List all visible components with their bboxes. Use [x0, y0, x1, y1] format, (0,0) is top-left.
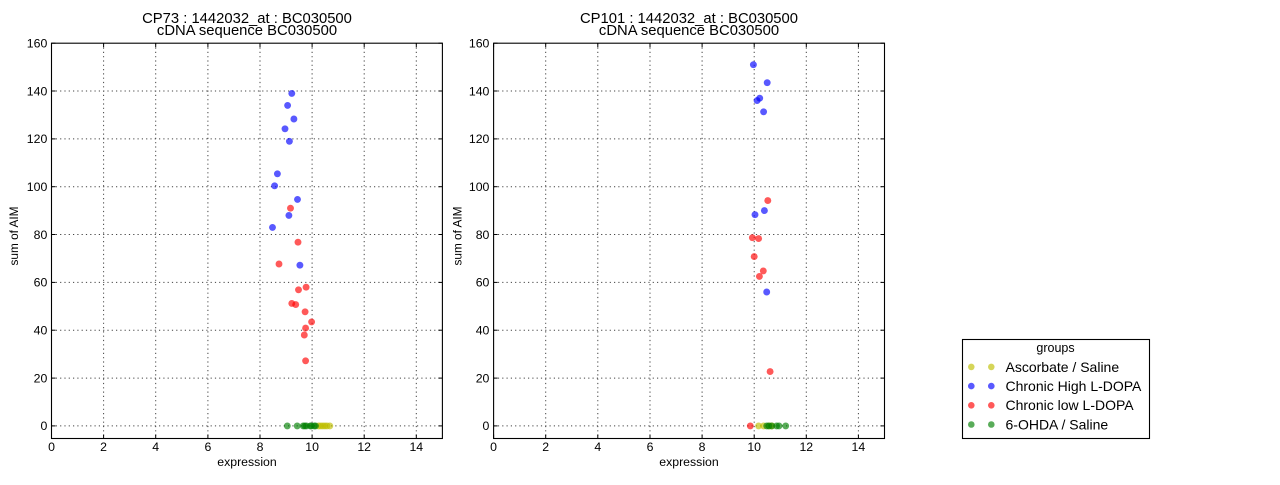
- svg-text:60: 60: [476, 276, 490, 290]
- svg-text:100: 100: [469, 180, 490, 194]
- svg-text:sum of AIM: sum of AIM: [7, 206, 21, 265]
- svg-text:20: 20: [476, 371, 490, 385]
- svg-text:8: 8: [699, 440, 706, 454]
- svg-text:Ascorbate / Saline: Ascorbate / Saline: [1006, 359, 1120, 375]
- svg-text:8: 8: [257, 440, 264, 454]
- svg-text:CP73 : 1442032_at : BC030500: CP73 : 1442032_at : BC030500: [142, 11, 352, 27]
- svg-text:120: 120: [27, 132, 48, 146]
- svg-text:4: 4: [152, 440, 159, 454]
- svg-text:2: 2: [100, 440, 107, 454]
- svg-text:cDNA sequence BC030500: cDNA sequence BC030500: [599, 23, 779, 39]
- svg-text:CP101 : 1442032_at : BC030500: CP101 : 1442032_at : BC030500: [580, 11, 798, 27]
- svg-text:120: 120: [469, 132, 490, 146]
- svg-text:140: 140: [27, 84, 48, 98]
- svg-text:cDNA sequence BC030500: cDNA sequence BC030500: [157, 23, 337, 39]
- svg-text:2: 2: [542, 440, 549, 454]
- svg-text:10: 10: [747, 440, 761, 454]
- svg-text:140: 140: [469, 84, 490, 98]
- svg-text:0: 0: [483, 419, 490, 433]
- svg-text:20: 20: [34, 371, 48, 385]
- svg-text:160: 160: [27, 37, 48, 51]
- svg-text:160: 160: [469, 37, 490, 51]
- svg-text:6-OHDA / Saline: 6-OHDA / Saline: [1006, 416, 1109, 432]
- svg-text:14: 14: [409, 440, 423, 454]
- svg-text:6: 6: [647, 440, 654, 454]
- svg-text:expression: expression: [659, 455, 719, 469]
- svg-text:80: 80: [34, 228, 48, 242]
- svg-text:6: 6: [204, 440, 211, 454]
- svg-text:sum of AIM: sum of AIM: [451, 206, 465, 265]
- svg-text:100: 100: [27, 180, 48, 194]
- svg-text:14: 14: [852, 440, 866, 454]
- svg-text:0: 0: [48, 440, 55, 454]
- svg-text:expression: expression: [217, 455, 277, 469]
- svg-text:Chronic low L-DOPA: Chronic low L-DOPA: [1006, 397, 1135, 413]
- svg-text:4: 4: [594, 440, 601, 454]
- svg-text:40: 40: [476, 324, 490, 338]
- svg-text:12: 12: [799, 440, 813, 454]
- svg-text:40: 40: [34, 324, 48, 338]
- svg-text:Chronic High L-DOPA: Chronic High L-DOPA: [1006, 378, 1143, 394]
- svg-text:0: 0: [40, 419, 47, 433]
- svg-text:60: 60: [34, 276, 48, 290]
- svg-text:12: 12: [357, 440, 371, 454]
- svg-text:0: 0: [490, 440, 497, 454]
- svg-text:10: 10: [305, 440, 319, 454]
- svg-text:groups: groups: [1036, 341, 1074, 355]
- svg-text:80: 80: [476, 228, 490, 242]
